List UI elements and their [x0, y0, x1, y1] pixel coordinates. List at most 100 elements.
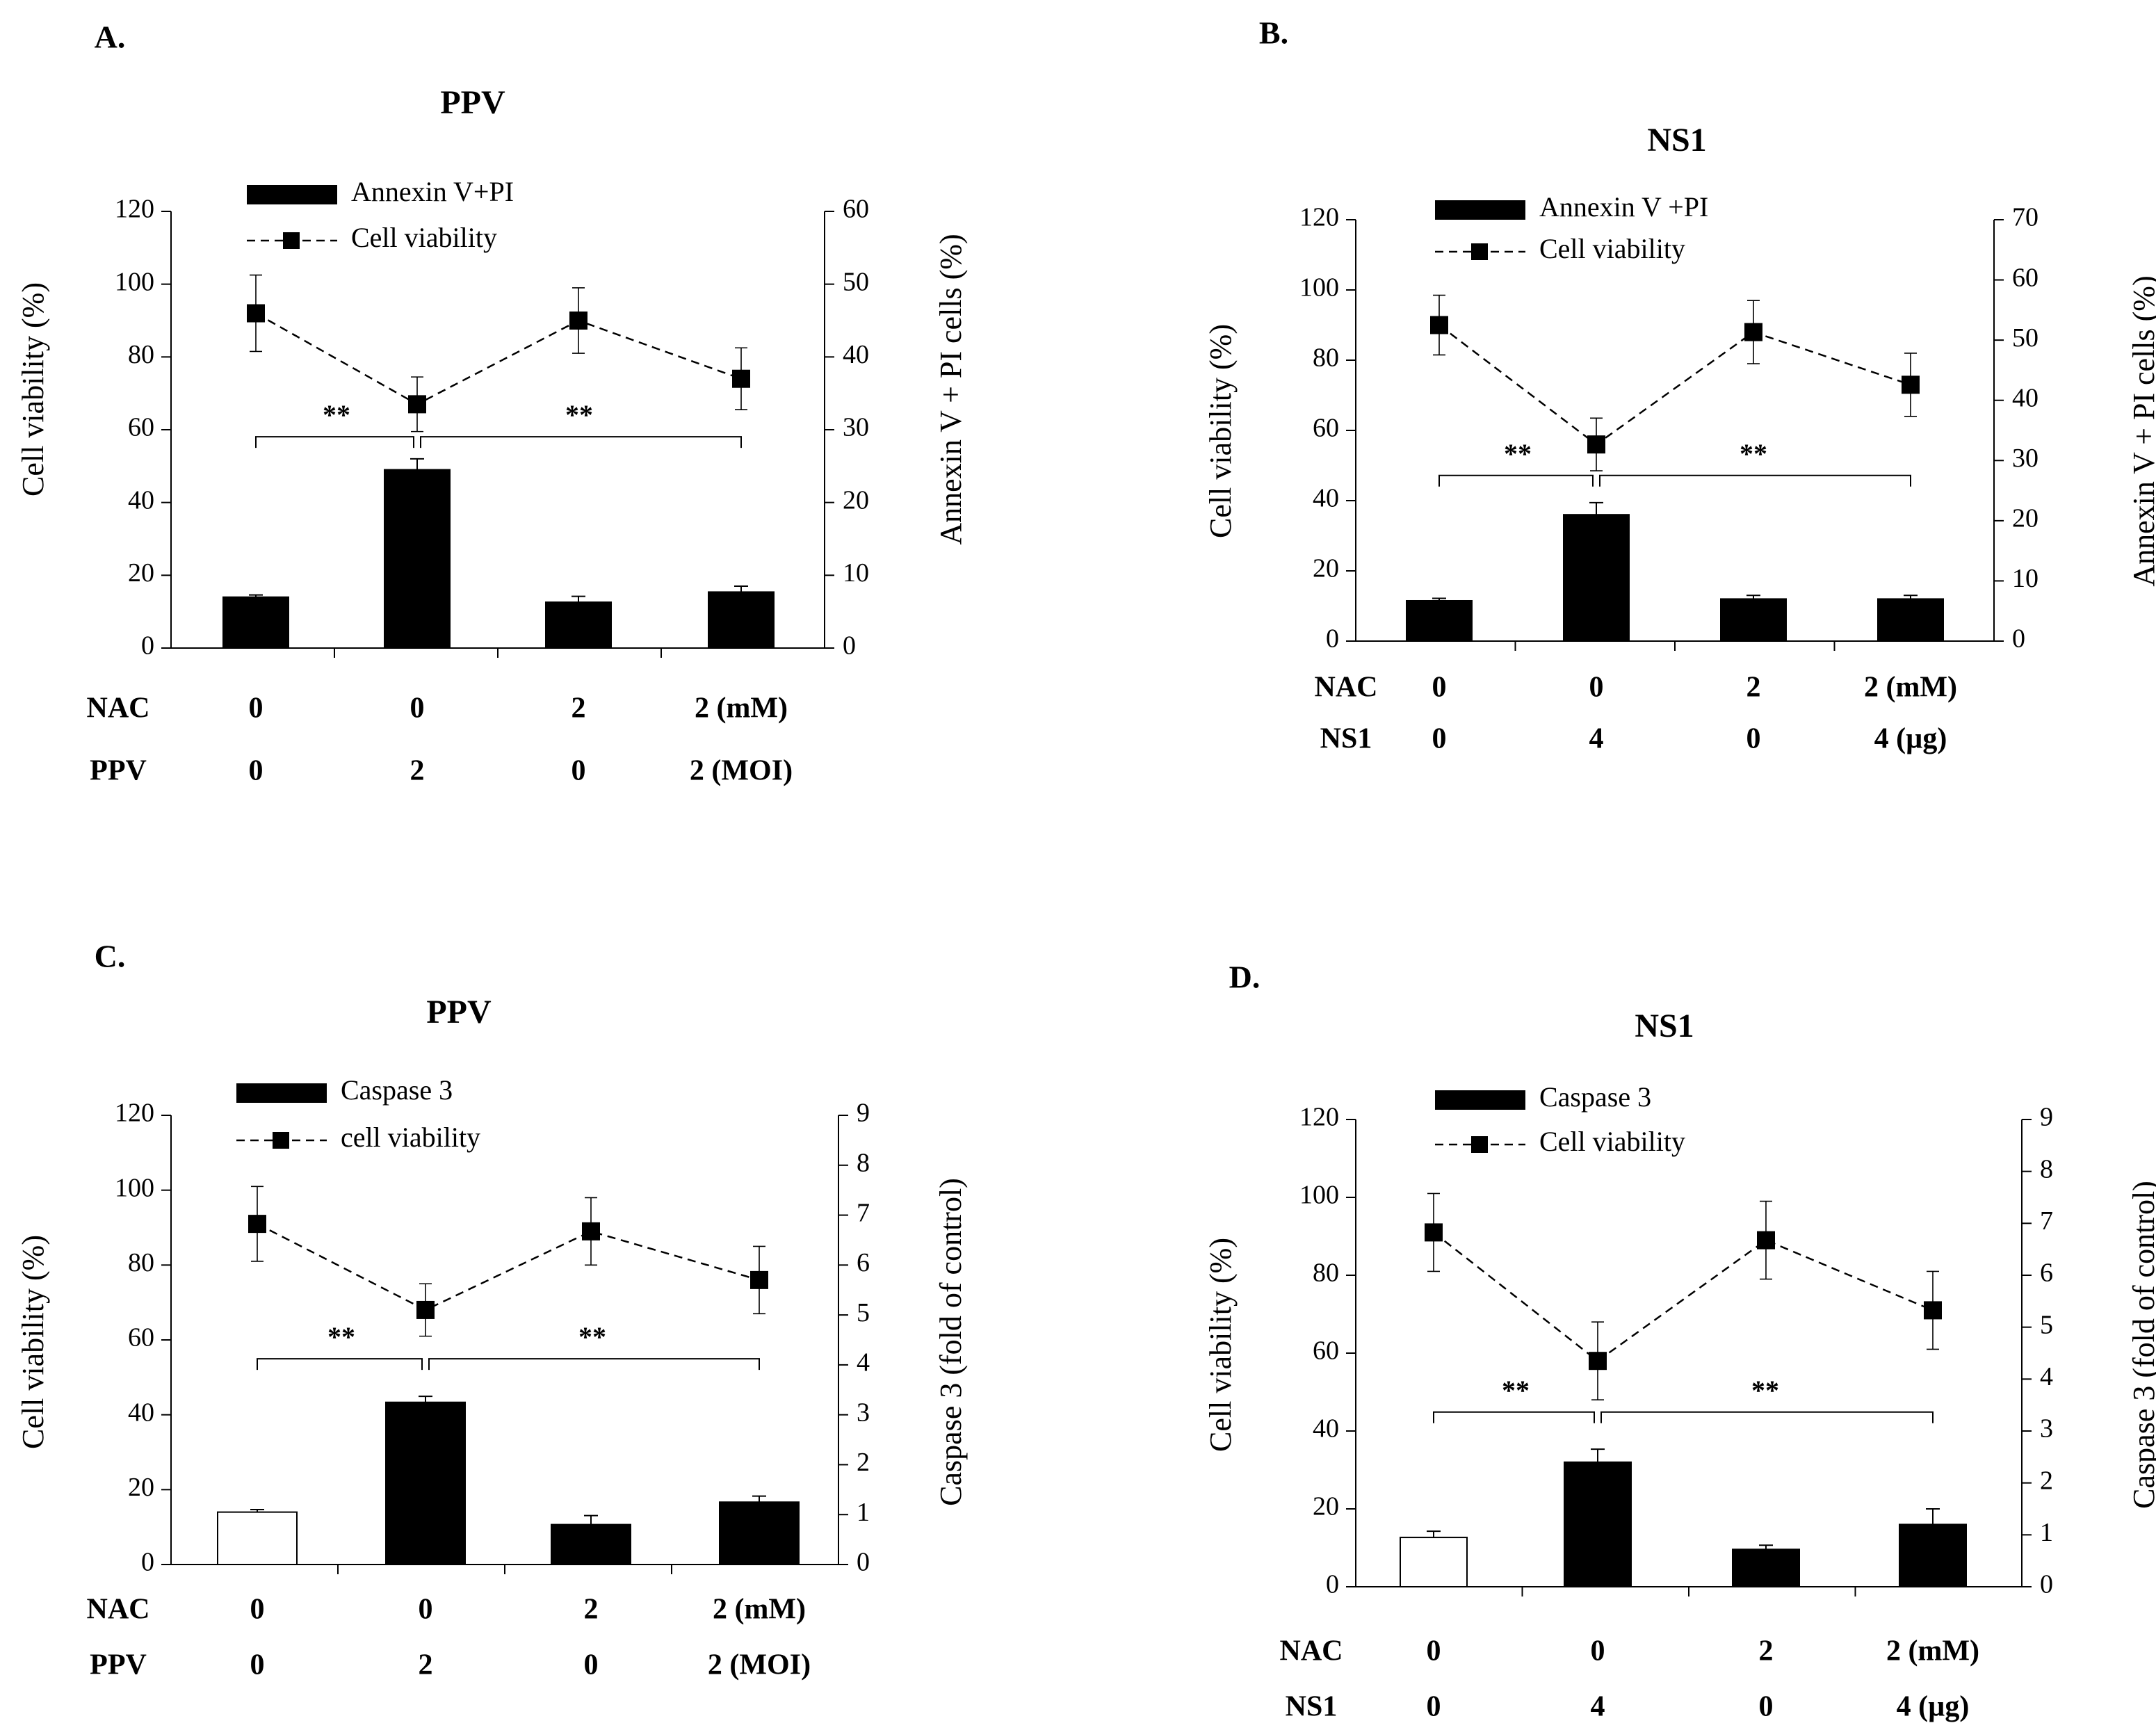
y-left-tick-label: 120 [115, 195, 154, 224]
y-right-axis-title: Caspase 3 (fold of control) [934, 1178, 968, 1506]
condition-value: 2 (mM) [1886, 1635, 1979, 1667]
viability-point [1425, 1223, 1443, 1242]
condition-row-label: NS1 [1286, 1691, 1338, 1723]
y-left-tick-label: 0 [141, 631, 154, 661]
y-left-axis-title: Cell viability (%) [1203, 1238, 1238, 1452]
y-left-tick-label: 120 [115, 1099, 154, 1128]
chart-title: PPV [426, 994, 492, 1030]
y-right-tick-label: 7 [2040, 1206, 2053, 1236]
viability-point [408, 395, 426, 414]
y-left-tick-label: 120 [1299, 1103, 1339, 1132]
y-right-tick-label: 6 [857, 1248, 870, 1277]
y-right-tick-label: 9 [857, 1099, 870, 1128]
significance-label-left: ** [1502, 1375, 1530, 1406]
y-right-tick-label: 5 [2040, 1310, 2053, 1339]
y-right-tick-label: 20 [2012, 504, 2039, 533]
y-right-tick-label: 50 [2012, 323, 2039, 353]
significance-bracket-right [428, 1358, 760, 1371]
condition-value: 0 [249, 693, 264, 725]
significance-label-right: ** [1751, 1375, 1779, 1406]
significance-bracket-right [1599, 474, 1911, 487]
bar [222, 596, 289, 649]
condition-row-label: PPV [90, 1649, 147, 1681]
y-right-tick-label: 60 [2012, 263, 2039, 292]
condition-value: 0 [1427, 1635, 1441, 1667]
y-left-tick-label: 80 [128, 340, 154, 369]
condition-value: 2 (MOI) [708, 1649, 811, 1681]
significance-label-left: ** [1504, 438, 1532, 469]
y-right-axis-title: Annexin V + PI cells (%) [2127, 275, 2156, 586]
viability-point [1757, 1231, 1775, 1250]
bar [719, 1501, 800, 1566]
viability-point [750, 1270, 768, 1289]
bar [384, 469, 451, 649]
viability-point [569, 312, 587, 330]
condition-row-label: NAC [1280, 1635, 1343, 1667]
significance-label-right: ** [1740, 438, 1767, 469]
viability-point [1902, 375, 1920, 394]
bar [217, 1511, 298, 1565]
viability-line [1438, 324, 1911, 446]
legend-line-label: Cell viability [351, 222, 497, 253]
y-right-tick-label: 3 [857, 1398, 870, 1427]
y-left-tick-label: 60 [128, 1323, 154, 1352]
condition-value: 2 (MOI) [690, 755, 793, 787]
bar [1899, 1523, 1967, 1587]
viability-point [248, 1215, 266, 1234]
y-left-axis-title: Cell viability (%) [1203, 324, 1238, 538]
condition-value: 0 [1591, 1635, 1605, 1667]
y-right-tick-label: 10 [2012, 564, 2039, 593]
y-left-tick-label: 60 [1313, 414, 1339, 443]
y-left-tick-label: 80 [1313, 343, 1339, 373]
bar [1720, 598, 1787, 642]
bar [1400, 1537, 1468, 1587]
condition-value: 0 [1432, 672, 1447, 704]
legend-line-marker [1471, 243, 1488, 260]
y-right-axis-title: Caspase 3 (fold of control) [2127, 1181, 2156, 1509]
condition-value: 0 [584, 1649, 599, 1681]
legend-line-label: Cell viability [1539, 1126, 1685, 1157]
y-left-tick-label: 20 [128, 558, 154, 588]
y-left-tick-label: 0 [1326, 1570, 1339, 1599]
condition-value: 2 (mM) [713, 1594, 806, 1626]
condition-value: 2 [410, 755, 425, 787]
viability-line [255, 312, 742, 405]
condition-row-label: NAC [1315, 672, 1378, 704]
legend-bar-label: Caspase 3 [341, 1074, 453, 1106]
significance-label-left: ** [323, 399, 350, 430]
legend-bar-swatch [1435, 200, 1525, 220]
bar [385, 1401, 466, 1565]
y-left-tick-label: 100 [115, 1173, 154, 1202]
y-right-tick-label: 30 [2012, 444, 2039, 473]
condition-value: 4 (µg) [1874, 723, 1947, 755]
condition-value: 0 [250, 1649, 265, 1681]
condition-value: 0 [1746, 723, 1761, 755]
condition-value: 0 [1589, 672, 1604, 704]
condition-value: 2 (mM) [1864, 672, 1957, 704]
condition-value: 4 [1589, 723, 1604, 755]
viability-point [732, 369, 750, 388]
bar [551, 1523, 631, 1566]
y-right-tick-label: 50 [843, 267, 869, 296]
viability-line [1433, 1231, 1934, 1362]
y-right-tick-label: 5 [857, 1298, 870, 1327]
significance-label-right: ** [578, 1321, 606, 1352]
legend-bar-label: Caspase 3 [1539, 1081, 1651, 1113]
significance-bracket-left [1438, 474, 1594, 487]
y-right-tick-label: 6 [2040, 1259, 2053, 1288]
y-right-tick-label: 0 [857, 1548, 870, 1577]
panel-label: A. [95, 19, 126, 55]
legend-line-label: Cell viability [1539, 233, 1685, 264]
significance-bracket-left [255, 436, 414, 448]
viability-point [1744, 323, 1762, 341]
condition-value: 0 [1432, 723, 1447, 755]
significance-bracket-right [420, 436, 742, 448]
viability-point [247, 304, 265, 323]
y-right-tick-label: 0 [843, 631, 856, 661]
chart-panel-2: B.NS1020406080100120010203040506070Cell … [1203, 15, 2156, 755]
condition-row-label: NAC [87, 693, 150, 725]
panel-label: C. [95, 939, 126, 974]
